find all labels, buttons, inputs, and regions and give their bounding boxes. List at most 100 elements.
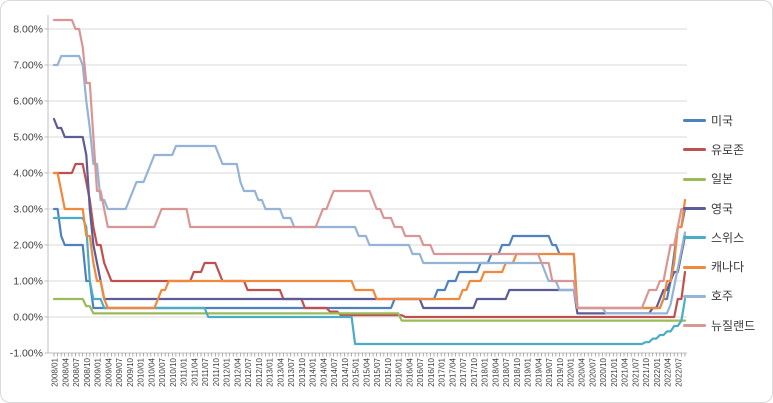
legend-label-uk: 영국 — [711, 201, 734, 216]
legend-item-uk[interactable]: 영국 — [683, 194, 755, 223]
y-axis-label: 7.00% — [13, 60, 43, 72]
x-axis-label: 2018/10 — [513, 357, 522, 386]
x-axis-label: 2010/10 — [169, 357, 178, 386]
legend-item-canada[interactable]: 캐나다 — [683, 252, 755, 281]
x-axis-label: 2016/10 — [427, 357, 436, 386]
y-axis-label: 8.00% — [13, 24, 43, 36]
x-axis-label: 2010/07 — [158, 357, 167, 386]
legend-item-switzerland[interactable]: 스위스 — [683, 223, 755, 252]
x-axis-label: 2021/01 — [610, 357, 619, 386]
x-axis-label: 2013/01 — [266, 357, 275, 386]
x-axis-label: 2020/04 — [577, 357, 586, 386]
x-axis-label: 2009/04 — [104, 357, 113, 386]
x-axis-label: 2012/07 — [244, 357, 253, 386]
x-axis-label: 2017/04 — [448, 357, 457, 386]
y-axis-label: 6.00% — [13, 96, 43, 108]
x-axis-label: 2017/01 — [438, 357, 447, 386]
y-axis-label: 3.00% — [13, 204, 43, 216]
x-axis-label: 2018/07 — [502, 357, 511, 386]
y-axis-label: 0.00% — [13, 312, 43, 324]
x-axis-label: 2018/04 — [491, 357, 500, 386]
x-axis-label: 2011/10 — [212, 357, 221, 386]
x-axis-label: 2013/04 — [276, 357, 285, 386]
x-axis-label: 2009/01 — [94, 357, 103, 386]
y-axis-label: -1.00% — [10, 348, 43, 360]
x-axis-label: 2018/01 — [481, 357, 490, 386]
legend-swatch-us — [683, 119, 706, 123]
x-axis-label: 2009/10 — [126, 357, 135, 386]
legend-label-canada: 캐나다 — [711, 260, 745, 275]
x-axis-label: 2014/07 — [330, 357, 339, 386]
legend-swatch-switzerland — [683, 236, 706, 240]
series-line-us — [52, 207, 687, 310]
x-axis-label: 2015/04 — [362, 357, 371, 386]
legend-label-switzerland: 스위스 — [711, 230, 745, 245]
x-axis-label: 2008/04 — [61, 357, 70, 386]
x-axis-label: 2008/10 — [83, 357, 92, 386]
series-line-uk — [52, 117, 687, 315]
series-lines — [52, 18, 687, 346]
x-axis-label: 2011/04 — [190, 357, 199, 386]
x-axis-label: 2014/04 — [319, 357, 328, 386]
legend-label-australia: 호주 — [711, 289, 734, 304]
x-axis-label: 2010/04 — [147, 357, 156, 386]
x-axis-label: 2022/04 — [664, 357, 673, 386]
legend-item-eurozone[interactable]: 유로존 — [683, 135, 755, 164]
legend-swatch-new-zealand — [683, 324, 706, 328]
x-axis-label: 2022/01 — [653, 357, 662, 386]
x-axis-label: 2015/10 — [384, 357, 393, 386]
legend-item-new-zealand[interactable]: 뉴질랜드 — [683, 311, 755, 340]
series-line-new-zealand — [52, 18, 687, 310]
x-axis-label: 2008/01 — [51, 357, 60, 386]
x-axis-label: 2014/01 — [309, 357, 318, 386]
legend-item-australia[interactable]: 호주 — [683, 282, 755, 311]
x-axis-label: 2013/10 — [298, 357, 307, 386]
x-axis-label: 2016/04 — [405, 357, 414, 386]
series-line-australia — [52, 54, 687, 315]
legend-item-us[interactable]: 미국 — [683, 106, 755, 135]
x-axis-label: 2021/10 — [642, 357, 651, 386]
x-axis-label: 2019/04 — [534, 357, 543, 386]
y-axis-label: 1.00% — [13, 276, 43, 288]
x-axis-label: 2010/01 — [137, 357, 146, 386]
x-axis-label: 2013/07 — [287, 357, 296, 386]
legend-item-japan[interactable]: 일본 — [683, 165, 755, 194]
y-axis-label: 2.00% — [13, 240, 43, 252]
series-line-japan — [52, 297, 687, 322]
x-axis-label: 2017/07 — [459, 357, 468, 386]
axes — [44, 15, 687, 354]
x-axis-label: 2022/07 — [674, 357, 683, 386]
x-axis-ticks — [53, 353, 686, 357]
series-line-eurozone — [52, 162, 687, 319]
x-axis-label: 2021/07 — [631, 357, 640, 386]
x-axis-label: 2015/07 — [373, 357, 382, 386]
x-axis-label: 2019/07 — [545, 357, 554, 386]
y-axis-label: 4.00% — [13, 168, 43, 180]
x-axis-label: 2019/10 — [556, 357, 565, 386]
legend-swatch-uk — [683, 207, 706, 211]
legend-swatch-canada — [683, 265, 706, 269]
x-axis-label: 2008/07 — [72, 357, 81, 386]
x-axis-label: 2011/01 — [180, 357, 189, 386]
x-axis-label: 2019/01 — [524, 357, 533, 386]
legend-label-new-zealand: 뉴질랜드 — [711, 318, 756, 333]
legend-label-japan: 일본 — [711, 172, 734, 187]
legend-swatch-eurozone — [683, 148, 706, 152]
x-axis-label: 2009/07 — [115, 357, 124, 386]
x-axis-label: 2014/10 — [341, 357, 350, 386]
x-axis-label: 2012/10 — [255, 357, 264, 386]
x-axis-label: 2020/07 — [588, 357, 597, 386]
y-axis-labels: 8.00% 7.00% 6.00% 5.00% 4.00% 3.00% 2.00% 1.00%… — [10, 24, 43, 360]
y-axis-label: 5.00% — [13, 132, 43, 144]
legend-label-us: 미국 — [711, 113, 734, 128]
legend-label-eurozone: 유로존 — [711, 142, 745, 157]
x-axis-label: 2015/01 — [352, 357, 361, 386]
x-axis-label: 2017/10 — [470, 357, 479, 386]
x-axis-label: 2012/04 — [233, 357, 242, 386]
x-axis-label: 2021/04 — [621, 357, 630, 386]
x-axis-labels: 2008/01 2008/04 2008/07 2008/10 2009/01 2009/… — [51, 357, 684, 386]
legend-swatch-australia — [683, 294, 706, 298]
